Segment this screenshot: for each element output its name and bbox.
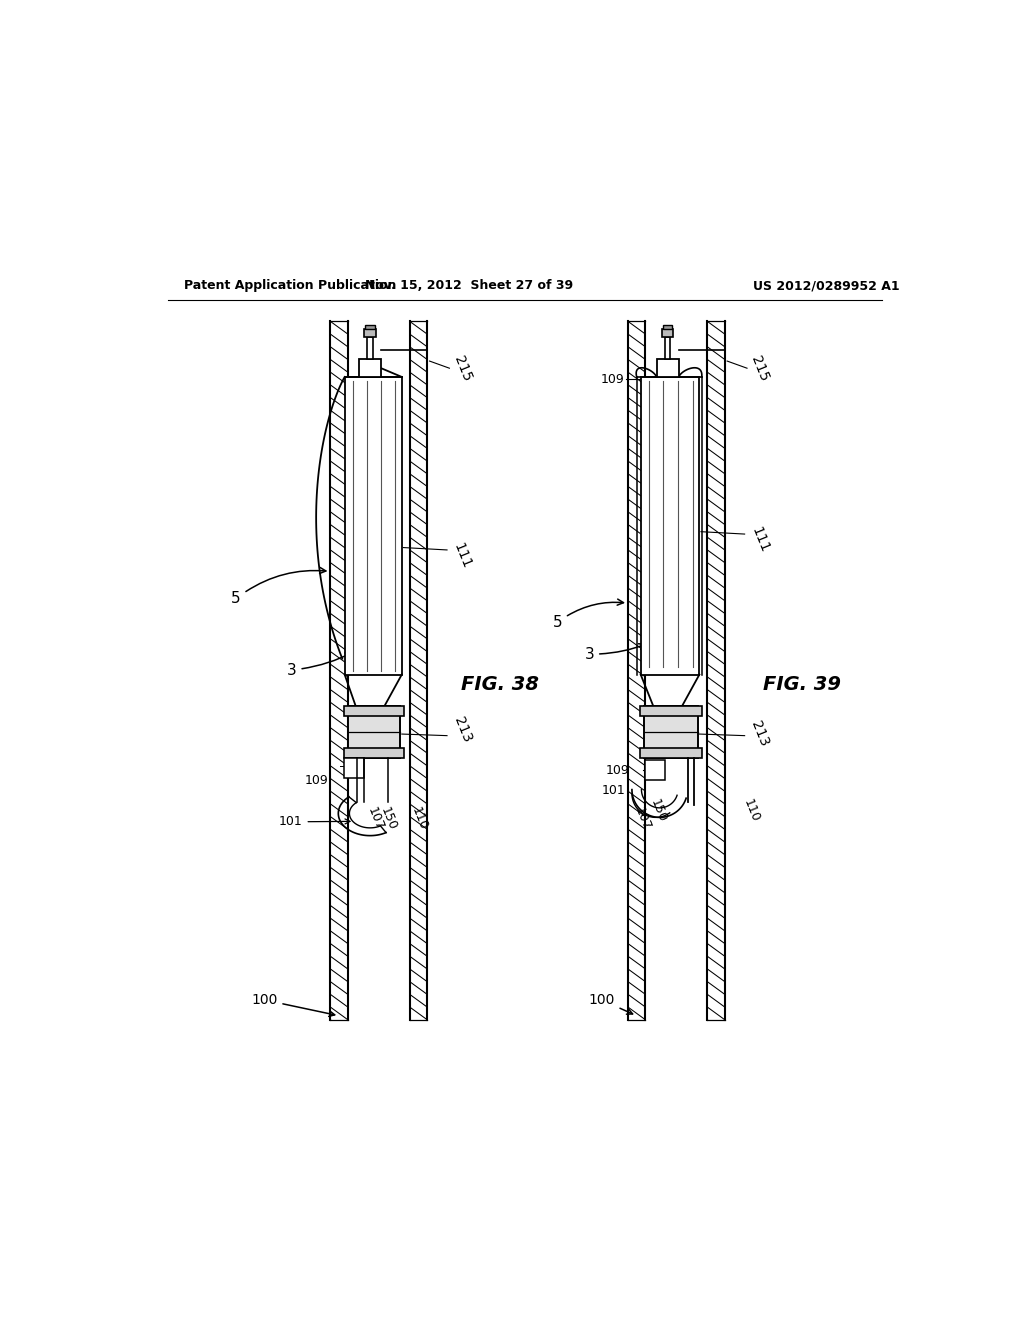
Bar	[645, 760, 666, 780]
Bar	[348, 706, 400, 758]
Bar	[628, 321, 645, 1020]
Text: Nov. 15, 2012  Sheet 27 of 39: Nov. 15, 2012 Sheet 27 of 39	[366, 279, 573, 292]
Bar	[656, 359, 679, 378]
Bar	[708, 321, 725, 1020]
Bar	[366, 325, 375, 329]
Text: 3: 3	[287, 653, 352, 677]
Bar	[640, 748, 701, 758]
Bar	[663, 325, 673, 329]
Text: 150: 150	[378, 805, 399, 833]
Text: US 2012/0289952 A1: US 2012/0289952 A1	[753, 279, 900, 292]
Text: Patent Application Publication: Patent Application Publication	[183, 279, 396, 292]
Text: 109: 109	[606, 764, 630, 776]
Bar	[331, 321, 348, 1020]
Bar	[708, 321, 725, 1020]
Bar	[344, 706, 404, 715]
Text: 111: 111	[451, 540, 474, 570]
Text: 107: 107	[366, 805, 386, 833]
Bar	[368, 337, 373, 359]
Text: 150: 150	[648, 797, 669, 825]
Text: 101: 101	[602, 784, 626, 797]
Bar	[641, 378, 699, 675]
Text: 101: 101	[279, 816, 350, 829]
Text: 100: 100	[588, 993, 633, 1014]
Bar	[359, 359, 381, 378]
Text: 109: 109	[304, 774, 328, 787]
Bar	[640, 706, 701, 715]
Text: 109: 109	[600, 372, 624, 385]
Bar	[344, 758, 364, 777]
Text: 215: 215	[749, 354, 771, 384]
Text: 107: 107	[632, 805, 653, 833]
Bar	[331, 321, 348, 1020]
Bar	[410, 321, 427, 1020]
Bar	[365, 329, 376, 337]
Text: 5: 5	[553, 599, 624, 630]
Bar	[410, 321, 427, 1020]
Text: 3: 3	[585, 644, 645, 661]
Text: 100: 100	[251, 993, 335, 1016]
Text: 111: 111	[749, 524, 771, 554]
Text: 5: 5	[231, 568, 326, 606]
Text: 110: 110	[409, 805, 430, 833]
Bar	[345, 378, 401, 675]
Bar	[628, 321, 645, 1020]
Bar	[665, 337, 671, 359]
Bar	[663, 329, 673, 337]
Text: FIG. 39: FIG. 39	[763, 676, 841, 694]
Text: 110: 110	[740, 797, 762, 825]
Text: FIG. 38: FIG. 38	[461, 676, 540, 694]
Bar	[344, 748, 404, 758]
Bar	[644, 706, 697, 758]
Text: 213: 213	[749, 719, 771, 748]
Text: 215: 215	[451, 354, 474, 384]
Text: 213: 213	[451, 715, 474, 744]
